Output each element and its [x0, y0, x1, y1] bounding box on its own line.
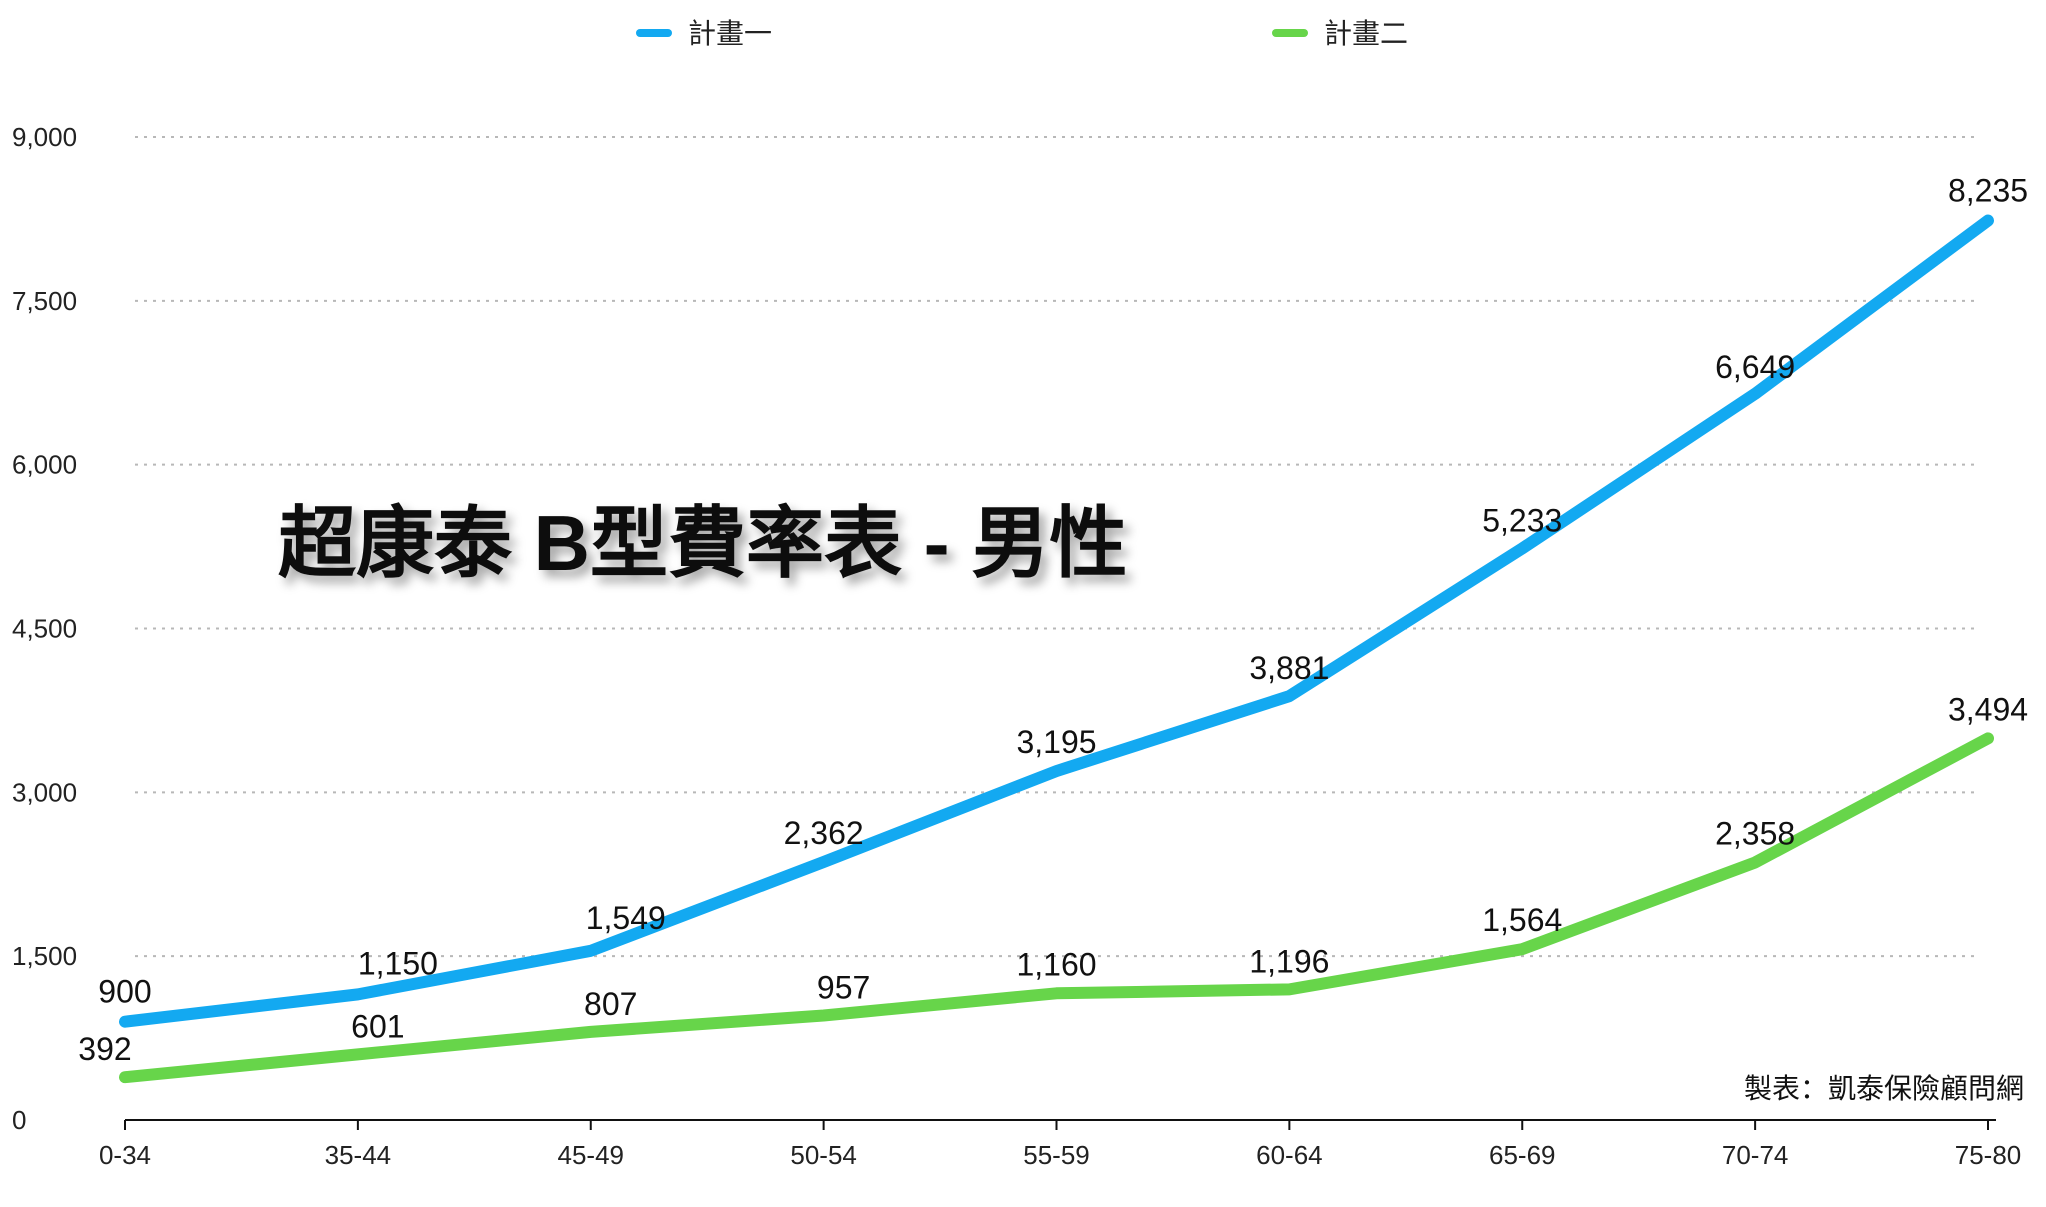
series-1-value-label: 8,235	[1948, 173, 2028, 209]
series-2-value-label: 3,494	[1948, 691, 2028, 727]
series-2-value-label: 1,564	[1482, 902, 1562, 938]
series-1-value-label: 1,150	[358, 945, 438, 981]
series-2-value-label: 807	[584, 986, 637, 1022]
y-tick-label: 0	[12, 1105, 26, 1135]
series-1-value-label: 2,362	[784, 815, 864, 851]
series-line-1	[125, 221, 1988, 1022]
y-tick-label: 3,000	[12, 777, 77, 807]
y-tick-label: 4,500	[12, 614, 77, 644]
x-tick-label: 55-59	[1023, 1140, 1090, 1170]
series-2-value-label: 392	[78, 1031, 131, 1067]
series-1-value-label: 5,233	[1482, 502, 1562, 538]
legend: 計畫一 計畫二	[640, 18, 1408, 49]
series-1-value-label: 6,649	[1715, 349, 1795, 385]
series-1-value-label: 3,881	[1249, 650, 1329, 686]
series-1-value-label: 900	[98, 974, 151, 1010]
y-tick-label: 9,000	[12, 122, 77, 152]
chart-annotation: 製表：凱泰保險顧問網	[1744, 1073, 2024, 1104]
series-2-value-label: 957	[817, 969, 870, 1005]
legend-item-1: 計畫一	[640, 18, 772, 49]
chart-title: 超康泰 B型費率表 - 男性	[278, 499, 1127, 587]
legend-item-2: 計畫二	[1276, 18, 1408, 49]
x-tick-label: 50-54	[790, 1140, 857, 1170]
series-2-value-label: 1,196	[1249, 943, 1329, 979]
series-2-value-label: 601	[351, 1008, 404, 1044]
x-tick-label: 60-64	[1256, 1140, 1323, 1170]
y-tick-label: 1,500	[12, 941, 77, 971]
x-tick-label: 70-74	[1722, 1140, 1789, 1170]
y-tick-label: 6,000	[12, 450, 77, 480]
legend-label: 計畫二	[1324, 18, 1408, 49]
x-tick-label: 45-49	[558, 1140, 625, 1170]
x-axis: 0-34 35-44 45-49 50-54 55-59 60-64 65-69 70-74 7…	[99, 1120, 2021, 1170]
x-tick-label: 65-69	[1489, 1140, 1556, 1170]
x-tick-label: 75-80	[1955, 1140, 2022, 1170]
series-2-value-label: 2,358	[1715, 815, 1795, 851]
series-2-value-label: 1,160	[1016, 946, 1096, 982]
legend-label: 計畫一	[688, 18, 772, 49]
x-tick-label: 0-34	[99, 1140, 151, 1170]
data-labels: 900 1,150 1,549 2,362 3,195 3,881 5,233 6,649 8,…	[78, 173, 2028, 1068]
series-1-value-label: 1,549	[586, 900, 666, 936]
y-tick-label: 7,500	[12, 286, 77, 316]
x-tick-label: 35-44	[325, 1140, 392, 1170]
y-axis-tick-labels: 0 1,500 3,000 4,500 6,000 7,500 9,000	[12, 122, 77, 1135]
series-1-value-label: 3,195	[1016, 724, 1096, 760]
